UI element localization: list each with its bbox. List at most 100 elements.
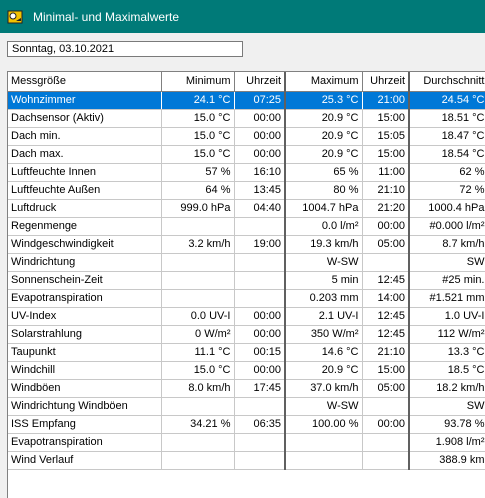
measure-cell: Evapotranspiration: [8, 289, 162, 308]
column-header-min-time[interactable]: Uhrzeit: [234, 72, 286, 92]
values-grid[interactable]: Messgröße Minimum Uhrzeit Maximum Uhrzei…: [7, 71, 485, 498]
table-row[interactable]: Dachsensor (Aktiv) 15.0 °C 00:00 20.9 °C 15:…: [8, 109, 485, 128]
minimum-cell: 15.0 °C: [161, 145, 235, 164]
min-time-cell: 13:45: [234, 181, 286, 200]
max-time-cell: 12:45: [362, 325, 410, 344]
average-cell: 93.78 %: [408, 415, 485, 434]
max-time-cell: 00:00: [362, 217, 410, 236]
title-bar[interactable]: Minimal- und Maximalwerte: [0, 0, 485, 33]
maximum-cell: 14.6 °C: [284, 343, 363, 362]
minimum-cell: 64 %: [161, 181, 235, 200]
table-row[interactable]: Windböen 8.0 km/h 17:45 37.0 km/h 05:00 18.2 …: [8, 379, 485, 398]
table-row[interactable]: Solarstrahlung 0 W/m² 00:00 350 W/m² 12:45 11…: [8, 325, 485, 344]
table-row[interactable]: Dach min. 15.0 °C 00:00 20.9 °C 15:05 18.47 °…: [8, 127, 485, 146]
table-row[interactable]: Luftfeuchte Außen 64 % 13:45 80 % 21:10 72 %: [8, 181, 485, 200]
max-time-cell: 15:00: [362, 361, 410, 380]
minimum-cell: 15.0 °C: [161, 127, 235, 146]
table-row[interactable]: ISS Empfang 34.21 % 06:35 100.00 % 00:00 93.7…: [8, 415, 485, 434]
maximum-cell: 20.9 °C: [284, 145, 363, 164]
minimum-cell: [161, 289, 235, 308]
table-row[interactable]: Wind Verlauf 388.9 km: [8, 451, 485, 470]
minimum-cell: 0 W/m²: [161, 325, 235, 344]
maximum-cell: [284, 451, 363, 470]
max-time-cell: 12:45: [362, 307, 410, 326]
max-time-cell: 05:00: [362, 379, 410, 398]
maximum-cell: 20.9 °C: [284, 127, 363, 146]
column-header-minimum[interactable]: Minimum: [161, 72, 235, 92]
table-row[interactable]: Windrichtung W-SW SW: [8, 253, 485, 272]
min-time-cell: [234, 289, 286, 308]
min-time-cell: 00:00: [234, 109, 286, 128]
minimum-cell: 3.2 km/h: [161, 235, 235, 254]
column-header-max-time[interactable]: Uhrzeit: [362, 72, 410, 92]
measure-cell: Luftfeuchte Außen: [8, 181, 162, 200]
min-time-cell: 00:00: [234, 361, 286, 380]
measure-cell: Windrichtung: [8, 253, 162, 272]
maximum-cell: W-SW: [284, 253, 363, 272]
maximum-cell: 20.9 °C: [284, 109, 363, 128]
table-row[interactable]: Regenmenge 0.0 l/m² 00:00 #0.000 l/m²: [8, 217, 485, 236]
table-row[interactable]: Wohnzimmer 24.1 °C 07:25 25.3 °C 21:00 24.54 …: [8, 91, 485, 110]
min-time-cell: 17:45: [234, 379, 286, 398]
min-time-cell: [234, 433, 286, 452]
table-row[interactable]: Taupunkt 11.1 °C 00:15 14.6 °C 21:10 13.3 °C: [8, 343, 485, 362]
min-time-cell: [234, 217, 286, 236]
date-field[interactable]: Sonntag, 03.10.2021: [7, 41, 243, 57]
minimum-cell: 0.0 UV-I: [161, 307, 235, 326]
max-time-cell: 21:00: [362, 91, 410, 110]
table-row[interactable]: Evapotranspiration 0.203 mm 14:00 #1.521 mm: [8, 289, 485, 308]
average-cell: 18.51 °C: [408, 109, 485, 128]
column-header-measure[interactable]: Messgröße: [8, 72, 162, 92]
min-time-cell: [234, 397, 286, 416]
measure-cell: Dach max.: [8, 145, 162, 164]
average-cell: 112 W/m²: [408, 325, 485, 344]
table-row[interactable]: Evapotranspiration 1.908 l/m²: [8, 433, 485, 452]
max-time-cell: 15:05: [362, 127, 410, 146]
table-row[interactable]: Luftfeuchte Innen 57 % 16:10 65 % 11:00 62 %: [8, 163, 485, 182]
min-time-cell: 00:00: [234, 145, 286, 164]
max-time-cell: 15:00: [362, 109, 410, 128]
table-row[interactable]: Dach max. 15.0 °C 00:00 20.9 °C 15:00 18.54 °…: [8, 145, 485, 164]
maximum-cell: 80 %: [284, 181, 363, 200]
table-row[interactable]: Windchill 15.0 °C 00:00 20.9 °C 15:00 18.5 °C: [8, 361, 485, 380]
average-cell: 1000.4 hPa: [408, 199, 485, 218]
average-cell: 18.5 °C: [408, 361, 485, 380]
min-time-cell: 00:15: [234, 343, 286, 362]
measure-cell: Dachsensor (Aktiv): [8, 109, 162, 128]
minimum-cell: 11.1 °C: [161, 343, 235, 362]
measure-cell: Evapotranspiration: [8, 433, 162, 452]
column-header-average[interactable]: Durchschnitt: [408, 72, 485, 92]
measure-cell: ISS Empfang: [8, 415, 162, 434]
table-row[interactable]: Windgeschwindigkeit 3.2 km/h 19:00 19.3 km/…: [8, 235, 485, 254]
measure-cell: Luftfeuchte Innen: [8, 163, 162, 182]
min-time-cell: 00:00: [234, 307, 286, 326]
min-time-cell: 19:00: [234, 235, 286, 254]
max-time-cell: 12:45: [362, 271, 410, 290]
measure-cell: Sonnenschein-Zeit: [8, 271, 162, 290]
column-header-maximum[interactable]: Maximum: [284, 72, 363, 92]
average-cell: #25 min.: [408, 271, 485, 290]
min-time-cell: 00:00: [234, 325, 286, 344]
maximum-cell: [284, 433, 363, 452]
weather-station-icon: [7, 9, 23, 25]
max-time-cell: 21:10: [362, 343, 410, 362]
max-time-cell: 14:00: [362, 289, 410, 308]
average-cell: SW: [408, 253, 485, 272]
measure-cell: Taupunkt: [8, 343, 162, 362]
table-row[interactable]: Windrichtung Windböen W-SW SW: [8, 397, 485, 416]
min-time-cell: 07:25: [234, 91, 286, 110]
maximum-cell: 100.00 %: [284, 415, 363, 434]
minimum-cell: [161, 271, 235, 290]
maximum-cell: 350 W/m²: [284, 325, 363, 344]
measure-cell: UV-Index: [8, 307, 162, 326]
values-table: Messgröße Minimum Uhrzeit Maximum Uhrzei…: [8, 72, 485, 470]
min-time-cell: 16:10: [234, 163, 286, 182]
table-row[interactable]: Luftdruck 999.0 hPa 04:40 1004.7 hPa 21:20 10…: [8, 199, 485, 218]
maximum-cell: 0.203 mm: [284, 289, 363, 308]
table-row[interactable]: Sonnenschein-Zeit 5 min 12:45 #25 min.: [8, 271, 485, 290]
table-row[interactable]: UV-Index 0.0 UV-I 00:00 2.1 UV-I 12:45 1.0 UV…: [8, 307, 485, 326]
measure-cell: Luftdruck: [8, 199, 162, 218]
average-cell: 72 %: [408, 181, 485, 200]
measure-cell: Windchill: [8, 361, 162, 380]
average-cell: SW: [408, 397, 485, 416]
